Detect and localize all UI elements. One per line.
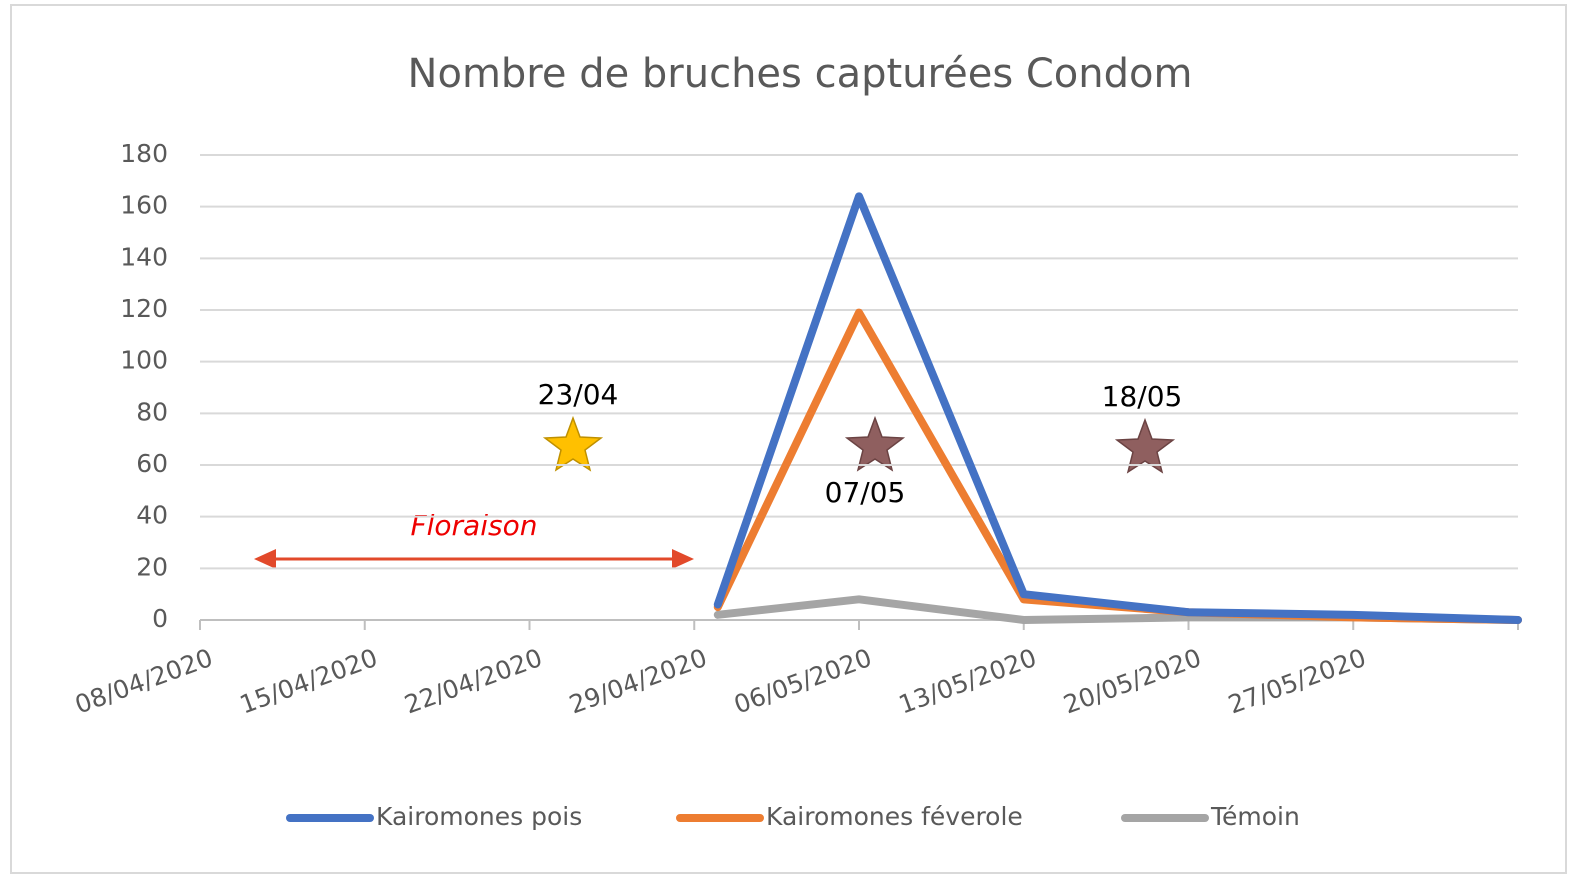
arrow-head (254, 549, 276, 569)
annotation: 07/05 (825, 476, 906, 509)
star-brown (1114, 417, 1176, 474)
y-tick-label: 160 (120, 191, 168, 220)
y-tick-label: 100 (120, 346, 168, 375)
legend-label: Kairomones féverole (766, 802, 1023, 831)
legend-label: Témoin (1210, 802, 1300, 831)
legend-label: Kairomones pois (376, 802, 582, 831)
y-tick-label: 140 (120, 242, 168, 271)
series-line (713, 192, 1522, 624)
annotation: Floraison (411, 509, 538, 542)
chart-frame (10, 4, 1567, 874)
arrow-head (672, 549, 694, 569)
y-tick-label: 20 (136, 552, 168, 581)
annotation: 23/04 (538, 378, 619, 411)
y-tick-label: 0 (152, 604, 168, 633)
chart-title: Nombre de bruches capturées Condom (408, 51, 1193, 97)
y-tick-label: 40 (136, 501, 168, 530)
annotation: 18/05 (1102, 380, 1183, 413)
y-tick-label: 80 (136, 397, 168, 426)
y-tick-label: 60 (136, 449, 168, 478)
y-tick-label: 120 (120, 294, 168, 323)
y-tick-label: 180 (120, 139, 168, 168)
star-yellow (542, 415, 604, 472)
star-brown (844, 415, 906, 472)
